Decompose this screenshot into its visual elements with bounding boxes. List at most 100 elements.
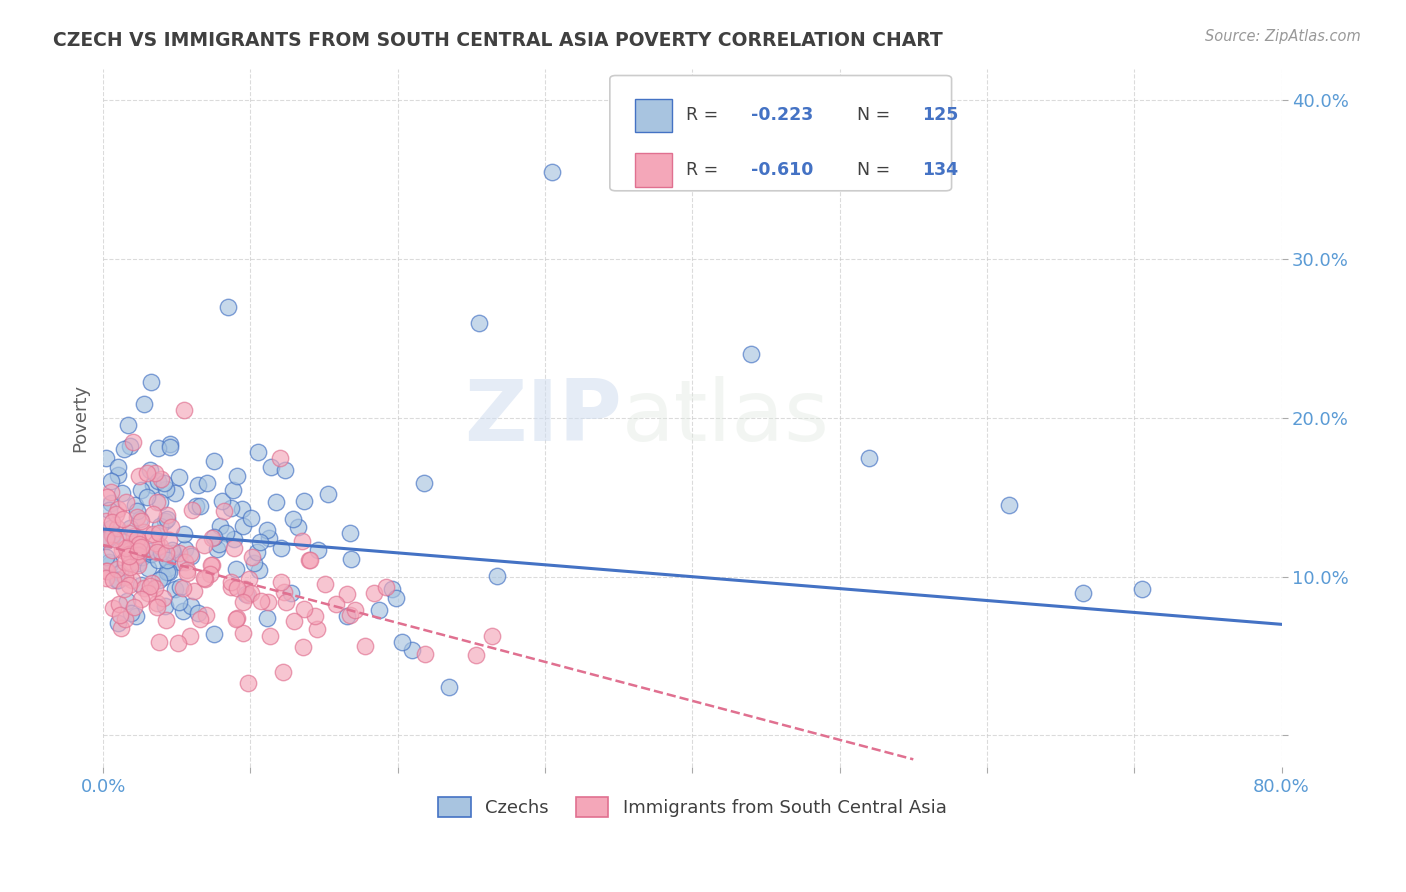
Point: [131, 591, 153, 606]
Point: [174, 555, 197, 569]
Point: [114, 541, 136, 555]
Point: [205, 542, 228, 557]
Point: [169, 580, 191, 594]
Point: [121, 434, 143, 449]
Point: [94, 450, 117, 465]
Point: [136, 561, 159, 575]
Point: [148, 635, 170, 649]
Point: [94, 534, 117, 549]
Text: R =: R =: [686, 161, 724, 178]
Point: [107, 615, 129, 630]
Point: [243, 556, 266, 570]
Point: [232, 626, 254, 640]
Point: [141, 375, 163, 389]
Point: [142, 508, 165, 522]
Point: [117, 417, 139, 432]
Point: [121, 573, 143, 587]
Point: [304, 609, 326, 624]
Point: [148, 525, 170, 540]
Point: [335, 587, 357, 601]
Point: [314, 576, 336, 591]
Point: [118, 549, 141, 564]
Point: [115, 593, 138, 607]
Point: [155, 613, 177, 627]
Point: [202, 627, 225, 641]
Point: [247, 445, 270, 459]
Point: [156, 512, 179, 526]
Point: [176, 563, 198, 577]
Point: [101, 528, 124, 542]
Point: [240, 550, 263, 565]
Point: [129, 514, 152, 528]
Point: [998, 498, 1021, 512]
Point: [96, 490, 118, 504]
Point: [307, 543, 329, 558]
Point: [339, 525, 361, 540]
Point: [202, 454, 225, 468]
Point: [339, 608, 361, 623]
FancyBboxPatch shape: [634, 98, 672, 132]
Point: [193, 571, 215, 585]
Point: [226, 468, 249, 483]
Point: [157, 561, 180, 575]
Point: [98, 557, 121, 571]
Point: [231, 502, 253, 516]
Point: [127, 533, 149, 547]
Point: [118, 525, 141, 540]
Point: [354, 640, 377, 654]
Point: [259, 629, 281, 643]
Point: [391, 635, 413, 649]
Point: [209, 519, 232, 533]
Text: 125: 125: [922, 106, 959, 124]
Legend: Czechs, Immigrants from South Central Asia: Czechs, Immigrants from South Central As…: [430, 790, 953, 824]
Point: [146, 495, 169, 509]
Point: [217, 300, 239, 314]
Point: [437, 680, 460, 694]
Point: [232, 519, 254, 533]
Point: [281, 511, 304, 525]
Point: [169, 595, 191, 609]
Point: [169, 470, 191, 484]
Point: [120, 606, 142, 620]
Point: [100, 496, 122, 510]
Point: [224, 533, 246, 547]
Point: [236, 675, 259, 690]
Point: [176, 566, 198, 580]
Point: [120, 542, 142, 557]
Point: [156, 508, 179, 523]
Text: ZIP: ZIP: [464, 376, 621, 459]
Point: [155, 599, 177, 613]
Point: [336, 609, 359, 624]
Point: [222, 483, 245, 498]
Point: [541, 165, 564, 179]
Point: [115, 495, 138, 509]
Point: [163, 485, 186, 500]
Point: [107, 468, 129, 483]
Point: [132, 397, 155, 411]
Point: [118, 578, 141, 592]
Point: [101, 601, 124, 615]
Point: [148, 552, 170, 566]
Point: [481, 629, 503, 643]
Point: [107, 502, 129, 516]
Point: [101, 515, 124, 529]
Point: [155, 482, 177, 496]
Point: [193, 538, 215, 552]
Text: -0.223: -0.223: [751, 106, 814, 124]
Point: [271, 665, 294, 679]
Point: [740, 347, 762, 361]
Point: [225, 581, 247, 595]
Point: [149, 539, 172, 553]
Point: [108, 566, 131, 581]
Point: [111, 543, 134, 558]
Point: [155, 545, 177, 559]
Point: [107, 573, 129, 587]
Point: [260, 460, 283, 475]
Point: [127, 558, 149, 572]
Point: [120, 521, 142, 535]
Text: -0.610: -0.610: [751, 161, 814, 178]
Point: [146, 441, 169, 455]
Point: [180, 549, 202, 563]
Point: [131, 549, 153, 564]
Point: [264, 495, 287, 509]
